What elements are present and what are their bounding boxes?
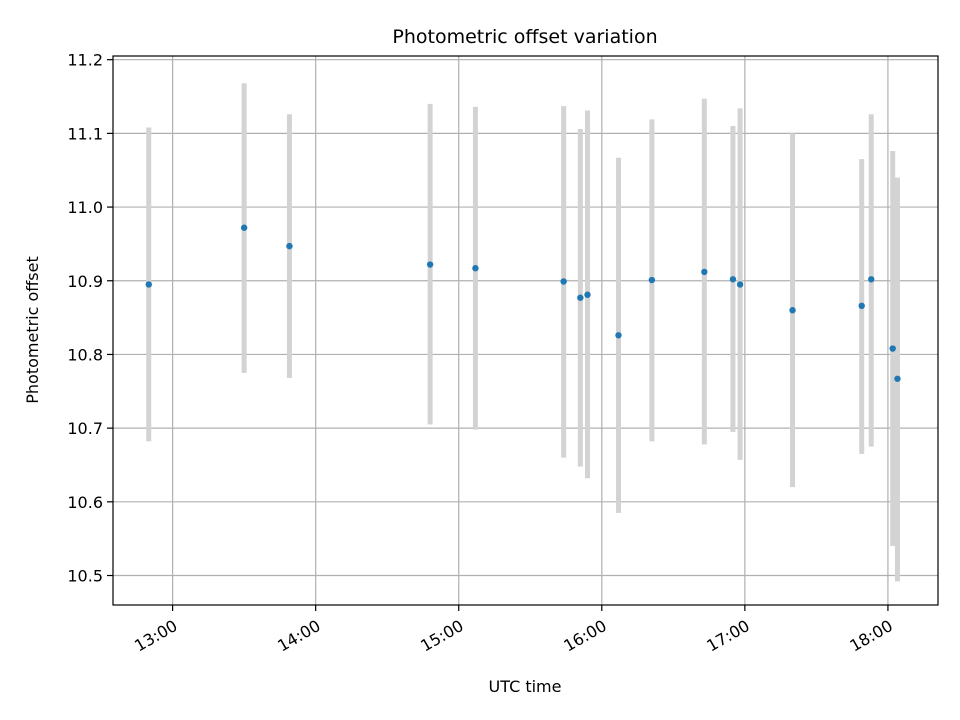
- data-point: [472, 265, 479, 272]
- x-tick-label: 13:00: [131, 616, 180, 656]
- data-point: [701, 268, 708, 276]
- y-axis-label: Photometric offset: [23, 256, 42, 404]
- data-point: [789, 307, 796, 314]
- x-tick-label: 18:00: [846, 616, 895, 656]
- data-point: [577, 294, 584, 301]
- y-axis-ticks: 10.5 10.6 10.7 10.8 10.9 11.0 11.1 11.2: [67, 51, 113, 586]
- y-tick-label: 10.5: [67, 567, 103, 586]
- x-axis-label: UTC time: [489, 677, 562, 696]
- data-point: [894, 375, 901, 382]
- y-tick-label: 10.7: [67, 419, 103, 438]
- x-axis-ticks: 13:00 14:00 15:00 16:00 17:00 18:00: [131, 605, 896, 656]
- y-tick-label: 10.9: [67, 272, 103, 291]
- data-point: [560, 278, 567, 285]
- chart-title: Photometric offset variation: [392, 26, 657, 48]
- data-point: [858, 302, 865, 310]
- data-point: [145, 281, 152, 288]
- y-tick-label: 11.2: [67, 51, 103, 70]
- error-bars: [146, 83, 900, 582]
- x-tick-label: 17:00: [703, 616, 752, 656]
- grid-lines: [113, 56, 938, 605]
- data-point: [615, 332, 622, 339]
- y-tick-label: 10.8: [67, 345, 103, 364]
- data-point: [240, 224, 248, 231]
- data-points: [145, 224, 901, 382]
- x-tick-label: 15:00: [417, 616, 466, 656]
- y-tick-label: 11.0: [67, 198, 103, 217]
- y-tick-label: 11.1: [67, 124, 103, 143]
- data-point: [736, 281, 744, 288]
- data-point: [889, 345, 896, 352]
- data-point: [286, 242, 293, 250]
- plot-frame: [112, 55, 939, 606]
- data-point: [584, 291, 591, 298]
- x-tick-label: 16:00: [560, 616, 609, 656]
- data-point: [868, 276, 875, 283]
- data-point: [426, 261, 434, 268]
- data-point: [729, 276, 737, 283]
- y-tick-label: 10.6: [67, 493, 103, 512]
- x-tick-label: 14:00: [274, 616, 323, 656]
- data-point: [648, 276, 656, 284]
